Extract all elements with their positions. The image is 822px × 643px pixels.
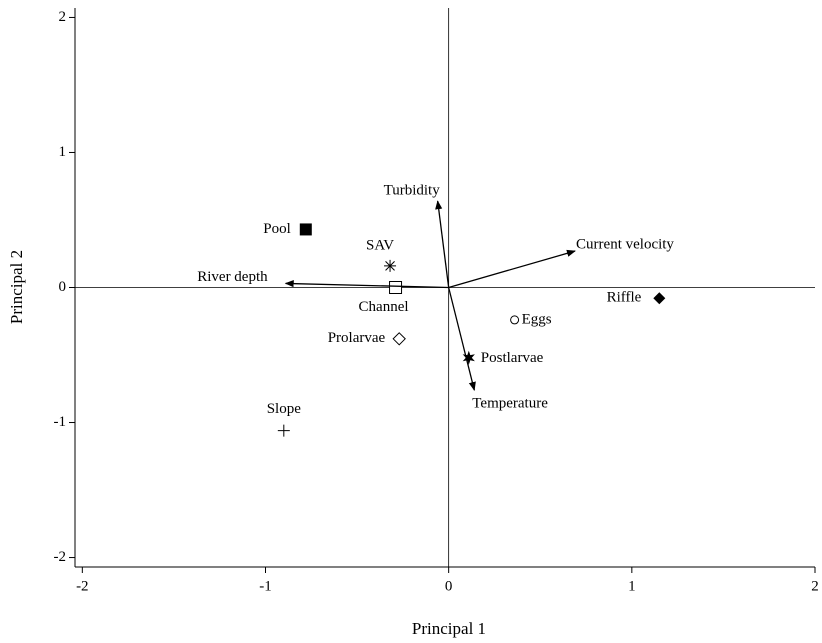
vector-label: Turbidity	[384, 183, 441, 199]
x-tick-label: -2	[76, 578, 89, 594]
point	[389, 281, 403, 294]
loading-arrow	[284, 280, 449, 289]
vector-label: River depth	[197, 269, 268, 285]
point	[653, 292, 666, 305]
y-axis-title: Principal 2	[7, 250, 26, 324]
x-axis-title: Principal 1	[412, 619, 486, 638]
point	[277, 424, 290, 437]
point	[510, 315, 520, 325]
point	[384, 259, 397, 272]
y-tick-label: -2	[54, 549, 67, 565]
loading-arrow	[448, 287, 476, 391]
point	[392, 332, 406, 346]
vector-label: Current velocity	[576, 236, 674, 252]
point-label: Eggs	[522, 311, 552, 327]
y-tick-label: 1	[59, 144, 67, 160]
point-label: Pool	[263, 221, 291, 237]
y-tick-label: 2	[59, 9, 67, 25]
y-tick-label: -1	[54, 414, 67, 430]
loading-arrow	[435, 200, 450, 288]
point-label: Riffle	[607, 290, 642, 306]
x-tick-label: -1	[259, 578, 272, 594]
vector-label: Temperature	[472, 396, 548, 412]
x-tick-label: 0	[445, 578, 453, 594]
point-label: Slope	[267, 401, 302, 417]
point-label: SAV	[366, 237, 394, 253]
x-tick-label: 2	[811, 578, 819, 594]
loading-arrow	[448, 249, 576, 289]
point-label: Channel	[359, 299, 409, 315]
x-tick-label: 1	[628, 578, 636, 594]
point	[462, 350, 475, 365]
point	[299, 223, 312, 236]
point-label: Postlarvae	[481, 350, 544, 366]
point-label: Prolarvae	[328, 330, 386, 346]
y-tick-label: 0	[59, 279, 67, 295]
